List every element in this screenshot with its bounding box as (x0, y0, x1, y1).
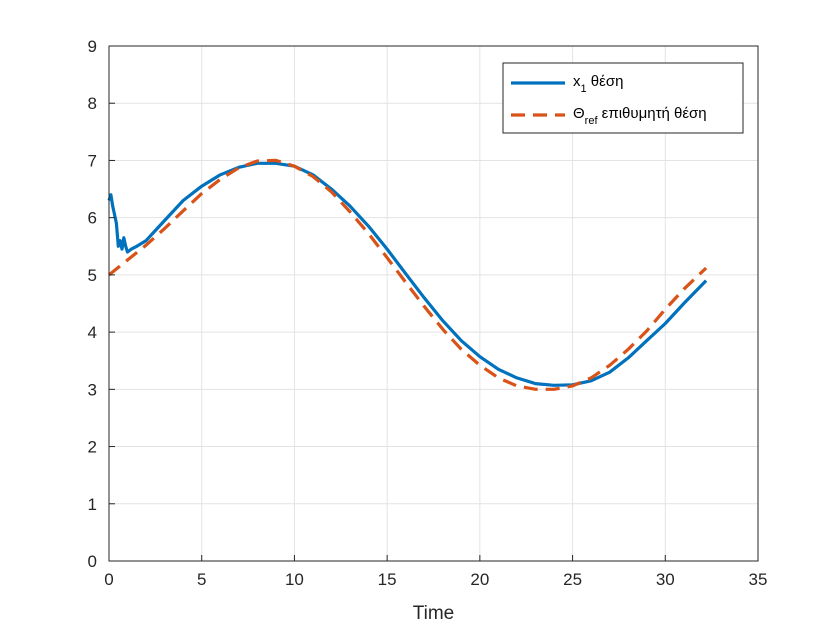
legend-entry-theta-ref-suffix: επιθυμητή θέση (598, 105, 707, 122)
legend: x1 θέση Θref επιθυμητή θέση (502, 62, 744, 134)
x-axis-label: Time (413, 603, 455, 624)
y-tick-label: 6 (88, 209, 97, 228)
axes-box (108, 45, 759, 562)
axis-ticks: 0 5 10 15 20 25 30 35 0 1 2 3 4 5 6 7 8 9 (88, 37, 768, 589)
y-tick-label: 2 (88, 438, 97, 457)
x-tick-label: 20 (470, 570, 489, 589)
y-tick-label: 5 (88, 266, 97, 285)
y-tick-label: 9 (88, 37, 97, 56)
x-tick-label: 0 (104, 570, 113, 589)
y-tick-label: 3 (88, 380, 97, 399)
y-tick-label: 8 (88, 94, 97, 113)
legend-entry-x1: x1 θέση (573, 73, 623, 95)
x-tick-label: 10 (285, 570, 304, 589)
y-tick-label: 0 (88, 552, 97, 571)
y-tick-label: 4 (88, 323, 97, 342)
y-tick-label: 7 (88, 151, 97, 170)
x-tick-label: 15 (378, 570, 397, 589)
legend-entry-x1-suffix: θέση (587, 73, 624, 90)
y-tick-label: 1 (88, 495, 97, 514)
legend-entry-x1-name: x (573, 73, 581, 90)
legend-entry-theta-ref: Θref επιθυμητή θέση (573, 105, 707, 127)
legend-box (502, 62, 744, 134)
legend-entry-theta-ref-subscript: ref (585, 115, 599, 127)
x-tick-label: 35 (749, 570, 768, 589)
series-layer (107, 158, 708, 391)
x-tick-label: 30 (656, 570, 675, 589)
x-tick-label: 5 (197, 570, 206, 589)
x-tick-label: 25 (563, 570, 582, 589)
legend-entry-theta-ref-name: Θ (573, 105, 585, 122)
legend-entry-x1-subscript: 1 (581, 83, 587, 95)
